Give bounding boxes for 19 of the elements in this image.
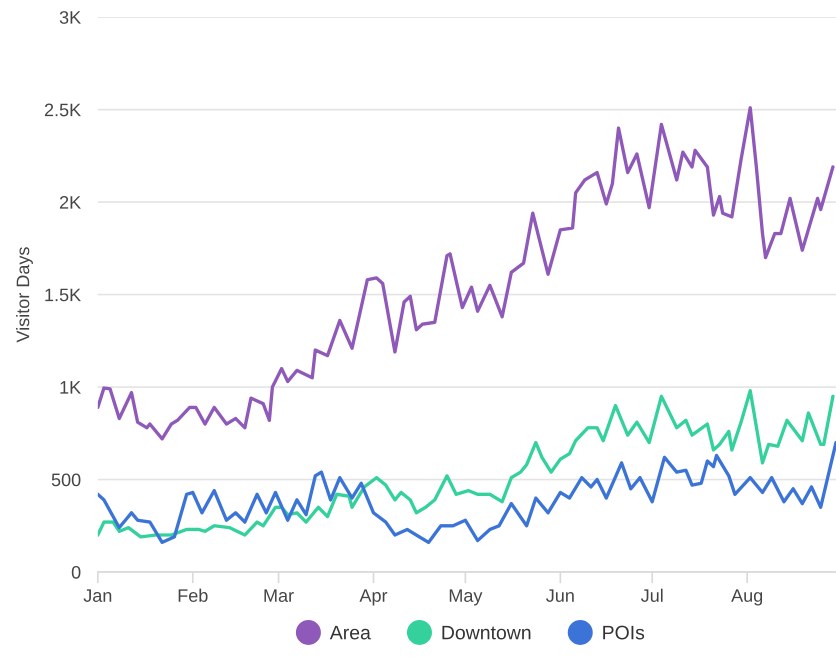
x-tick-label: Apr: [359, 589, 388, 606]
y-axis-title: Visitor Days: [16, 247, 33, 342]
y-tick-label: 1.5K: [45, 288, 81, 302]
x-tick-label: Feb: [178, 588, 208, 602]
y-tick-label: 1K: [60, 381, 81, 394]
x-tick-label: May: [450, 589, 482, 606]
y-tick-label: 500: [52, 473, 80, 486]
y-tick-label: 0: [72, 566, 80, 579]
y-tick-label: 3K: [60, 11, 81, 24]
x-tick-label: Jul: [640, 588, 663, 602]
x-tick-label: Aug: [731, 589, 762, 606]
y-tick-label: 2.5K: [44, 104, 81, 116]
legend-label: POIs: [603, 626, 644, 640]
x-tick-label: Jan: [84, 589, 112, 602]
x-tick-label: Jun: [546, 589, 574, 602]
x-tick-label: Mar: [264, 589, 294, 602]
legend-label: Downtown: [442, 626, 530, 640]
y-tick-label: 2K: [60, 196, 81, 209]
legend-label: Area: [330, 626, 371, 640]
